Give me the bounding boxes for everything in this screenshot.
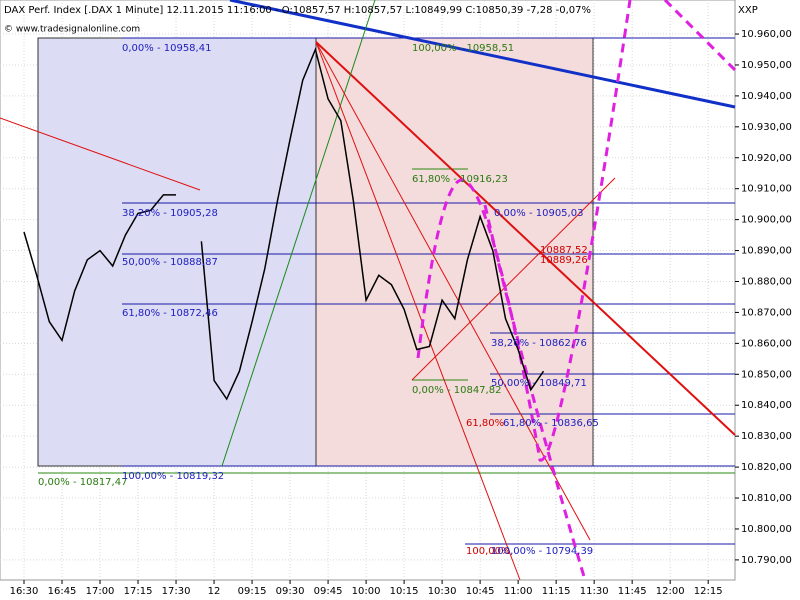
- fib-zone-blue: [37, 37, 317, 467]
- fib-zone-red: [315, 37, 594, 467]
- fib-label: 50,00% - 10888,87: [122, 257, 218, 268]
- trend-line: [315, 41, 736, 436]
- fib-label: 61,80% - 10916,23: [412, 174, 508, 185]
- fib-label: 0,00% - 10847,82: [412, 385, 501, 396]
- trend-line: [221, 0, 376, 467]
- price-line: [23, 47, 545, 401]
- y-tick-label: 10.810,00: [741, 493, 792, 504]
- fib-label: 100,00% - 10794,39: [491, 546, 593, 557]
- fib-label: 50,00% - 10849,71: [491, 378, 587, 389]
- trend-lines: [0, 0, 737, 581]
- copyright: © www.tradesignalonline.com: [4, 25, 140, 35]
- y-tick-label: 10.910,00: [741, 184, 792, 195]
- y-tick-label: 10.960,00: [741, 29, 792, 40]
- trend-line: [229, 0, 736, 109]
- x-tick-label: 11:15: [542, 586, 571, 597]
- y-tick-label: 10.870,00: [741, 307, 792, 318]
- fib-label: 0,00% - 10905,03: [494, 208, 583, 219]
- fib-label: 100,00%: [466, 546, 511, 557]
- x-tick-label: 10:15: [390, 586, 419, 597]
- x-tick-label: 17:30: [162, 586, 191, 597]
- y-tick-label: 10.890,00: [741, 246, 792, 257]
- x-tick-label: 11:45: [618, 586, 647, 597]
- x-tick-label: 12:15: [694, 586, 723, 597]
- trend-line: [0, 117, 201, 191]
- x-tick-label: 17:15: [124, 586, 153, 597]
- x-tick-label: 11:00: [504, 586, 533, 597]
- y-tick-label: 10.940,00: [741, 91, 792, 102]
- fib-levels: [38, 37, 735, 545]
- fib-label: 0,00% - 10958,41: [122, 43, 211, 54]
- x-tick-label: 17:00: [86, 586, 115, 597]
- axis-label: XXP: [738, 5, 758, 16]
- y-tick-label: 10.820,00: [741, 462, 792, 473]
- trend-line: [411, 177, 616, 381]
- fib-label: 10889,26: [540, 255, 588, 266]
- fib-label: 38,20% - 10905,28: [122, 208, 218, 219]
- x-tick-label: 10:00: [352, 586, 381, 597]
- y-tick-label: 10.800,00: [741, 524, 792, 535]
- x-tick-label: 09:15: [238, 586, 267, 597]
- y-tick-label: 10.900,00: [741, 215, 792, 226]
- trend-line: [315, 41, 521, 581]
- fib-label: 100,00% - 10819,32: [122, 471, 224, 482]
- x-tick-label: 10:30: [428, 586, 457, 597]
- x-tick-label: 12: [208, 586, 221, 597]
- y-tick-label: 10.930,00: [741, 122, 792, 133]
- y-tick-label: 10.790,00: [741, 555, 792, 566]
- header: DAX Perf. Index [.DAX 1 Minute] 12.11.20…: [4, 5, 591, 16]
- projection: [416, 0, 632, 462]
- y-tick-label: 10.860,00: [741, 338, 792, 349]
- y-tick-label: 10.880,00: [741, 276, 792, 287]
- x-tick-label: 10:45: [466, 586, 495, 597]
- x-tick-label: 09:45: [314, 586, 343, 597]
- fib-label: 38,20% - 10862,76: [491, 338, 587, 349]
- x-tick-label: 09:30: [276, 586, 305, 597]
- fib-label: 61,80% - 10836,65: [503, 418, 599, 429]
- fib-label: 0,00% - 10817,47: [38, 477, 127, 488]
- x-tick-label: 11:30: [580, 586, 609, 597]
- x-tick-label: 16:45: [48, 586, 77, 597]
- y-tick-label: 10.920,00: [741, 153, 792, 164]
- x-tick-label: 16:30: [10, 586, 39, 597]
- fib-label: 61,80% - 10872,46: [122, 308, 218, 319]
- y-tick-label: 10.850,00: [741, 369, 792, 380]
- y-tick-label: 10.830,00: [741, 431, 792, 442]
- y-tick-label: 10.950,00: [741, 60, 792, 71]
- fib-label: 100,00% - 10958,51: [412, 43, 514, 54]
- projection: [663, 0, 737, 72]
- x-tick-label: 12:00: [656, 586, 685, 597]
- y-tick-label: 10.840,00: [741, 400, 792, 411]
- fib-label: 61,80%: [466, 418, 504, 429]
- fib-label: 10887,52: [540, 245, 588, 256]
